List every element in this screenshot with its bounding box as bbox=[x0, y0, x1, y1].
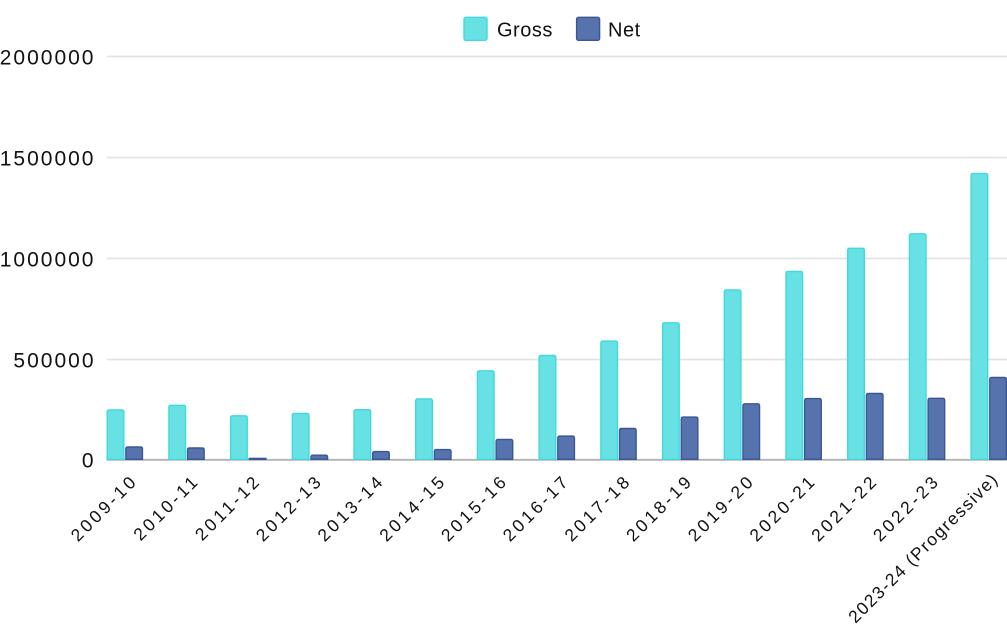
svg-text:Gross: Gross bbox=[497, 20, 553, 42]
svg-text:0: 0 bbox=[82, 450, 96, 473]
svg-text:Net: Net bbox=[608, 20, 641, 42]
svg-text:2000000: 2000000 bbox=[0, 47, 96, 70]
svg-text:1500000: 1500000 bbox=[0, 148, 96, 171]
svg-text:1000000: 1000000 bbox=[0, 249, 96, 272]
svg-text:500000: 500000 bbox=[13, 350, 95, 373]
